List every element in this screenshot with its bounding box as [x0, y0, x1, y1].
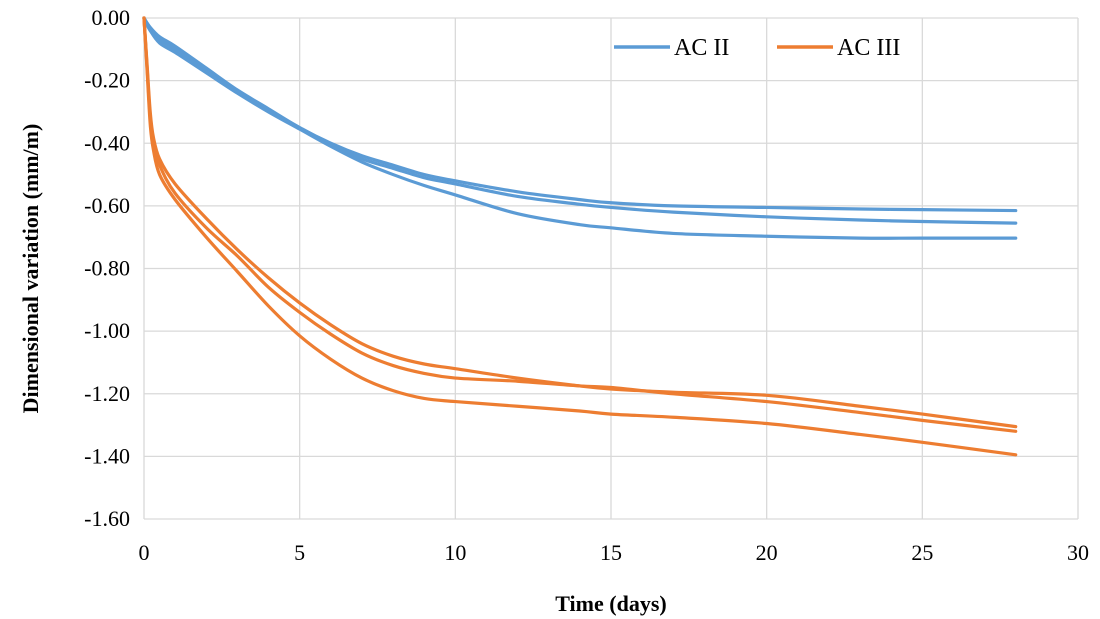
y-tick-label: -1.20 [84, 381, 130, 406]
series-line-ac-iii [142, 16, 1018, 429]
y-tick-label: 0.00 [92, 5, 131, 30]
y-tick-label: -1.40 [84, 443, 130, 468]
x-tick-label: 0 [139, 540, 150, 565]
tick-labels: 0.00 -0.20 -0.40 -0.60 -0.80 -1.00 -1.20 -1.40 -… [84, 5, 1089, 565]
legend-label-ac-iii: AC III [837, 35, 900, 61]
y-tick-label: -1.60 [84, 506, 130, 531]
x-tick-label: 20 [756, 540, 778, 565]
y-tick-label: -0.40 [84, 130, 130, 155]
series-line-ac-ii [142, 16, 1018, 240]
y-tick-label: -0.80 [84, 256, 130, 281]
x-tick-label: 10 [444, 540, 466, 565]
x-tick-label: 25 [911, 540, 933, 565]
x-tick-label: 5 [294, 540, 305, 565]
series-line-ac-ii [142, 16, 1018, 225]
x-tick-label: 15 [600, 540, 622, 565]
legend-label-ac-ii: AC II [674, 35, 729, 61]
x-tick-label: 30 [1067, 540, 1089, 565]
x-axis-title: Time (days) [555, 591, 666, 616]
series-line-ac-iii [142, 16, 1018, 457]
series-line-ac-iii [142, 16, 1018, 433]
y-tick-label: -0.60 [84, 193, 130, 218]
y-tick-label: -0.20 [84, 68, 130, 93]
series-lines [142, 16, 1018, 457]
y-tick-label: -1.00 [84, 318, 130, 343]
y-axis-title: Dimensional variation (mm/m) [18, 124, 43, 414]
series-line-ac-ii [142, 16, 1018, 213]
legend: AC II AC III [614, 35, 900, 61]
grid-lines [143, 17, 1079, 520]
